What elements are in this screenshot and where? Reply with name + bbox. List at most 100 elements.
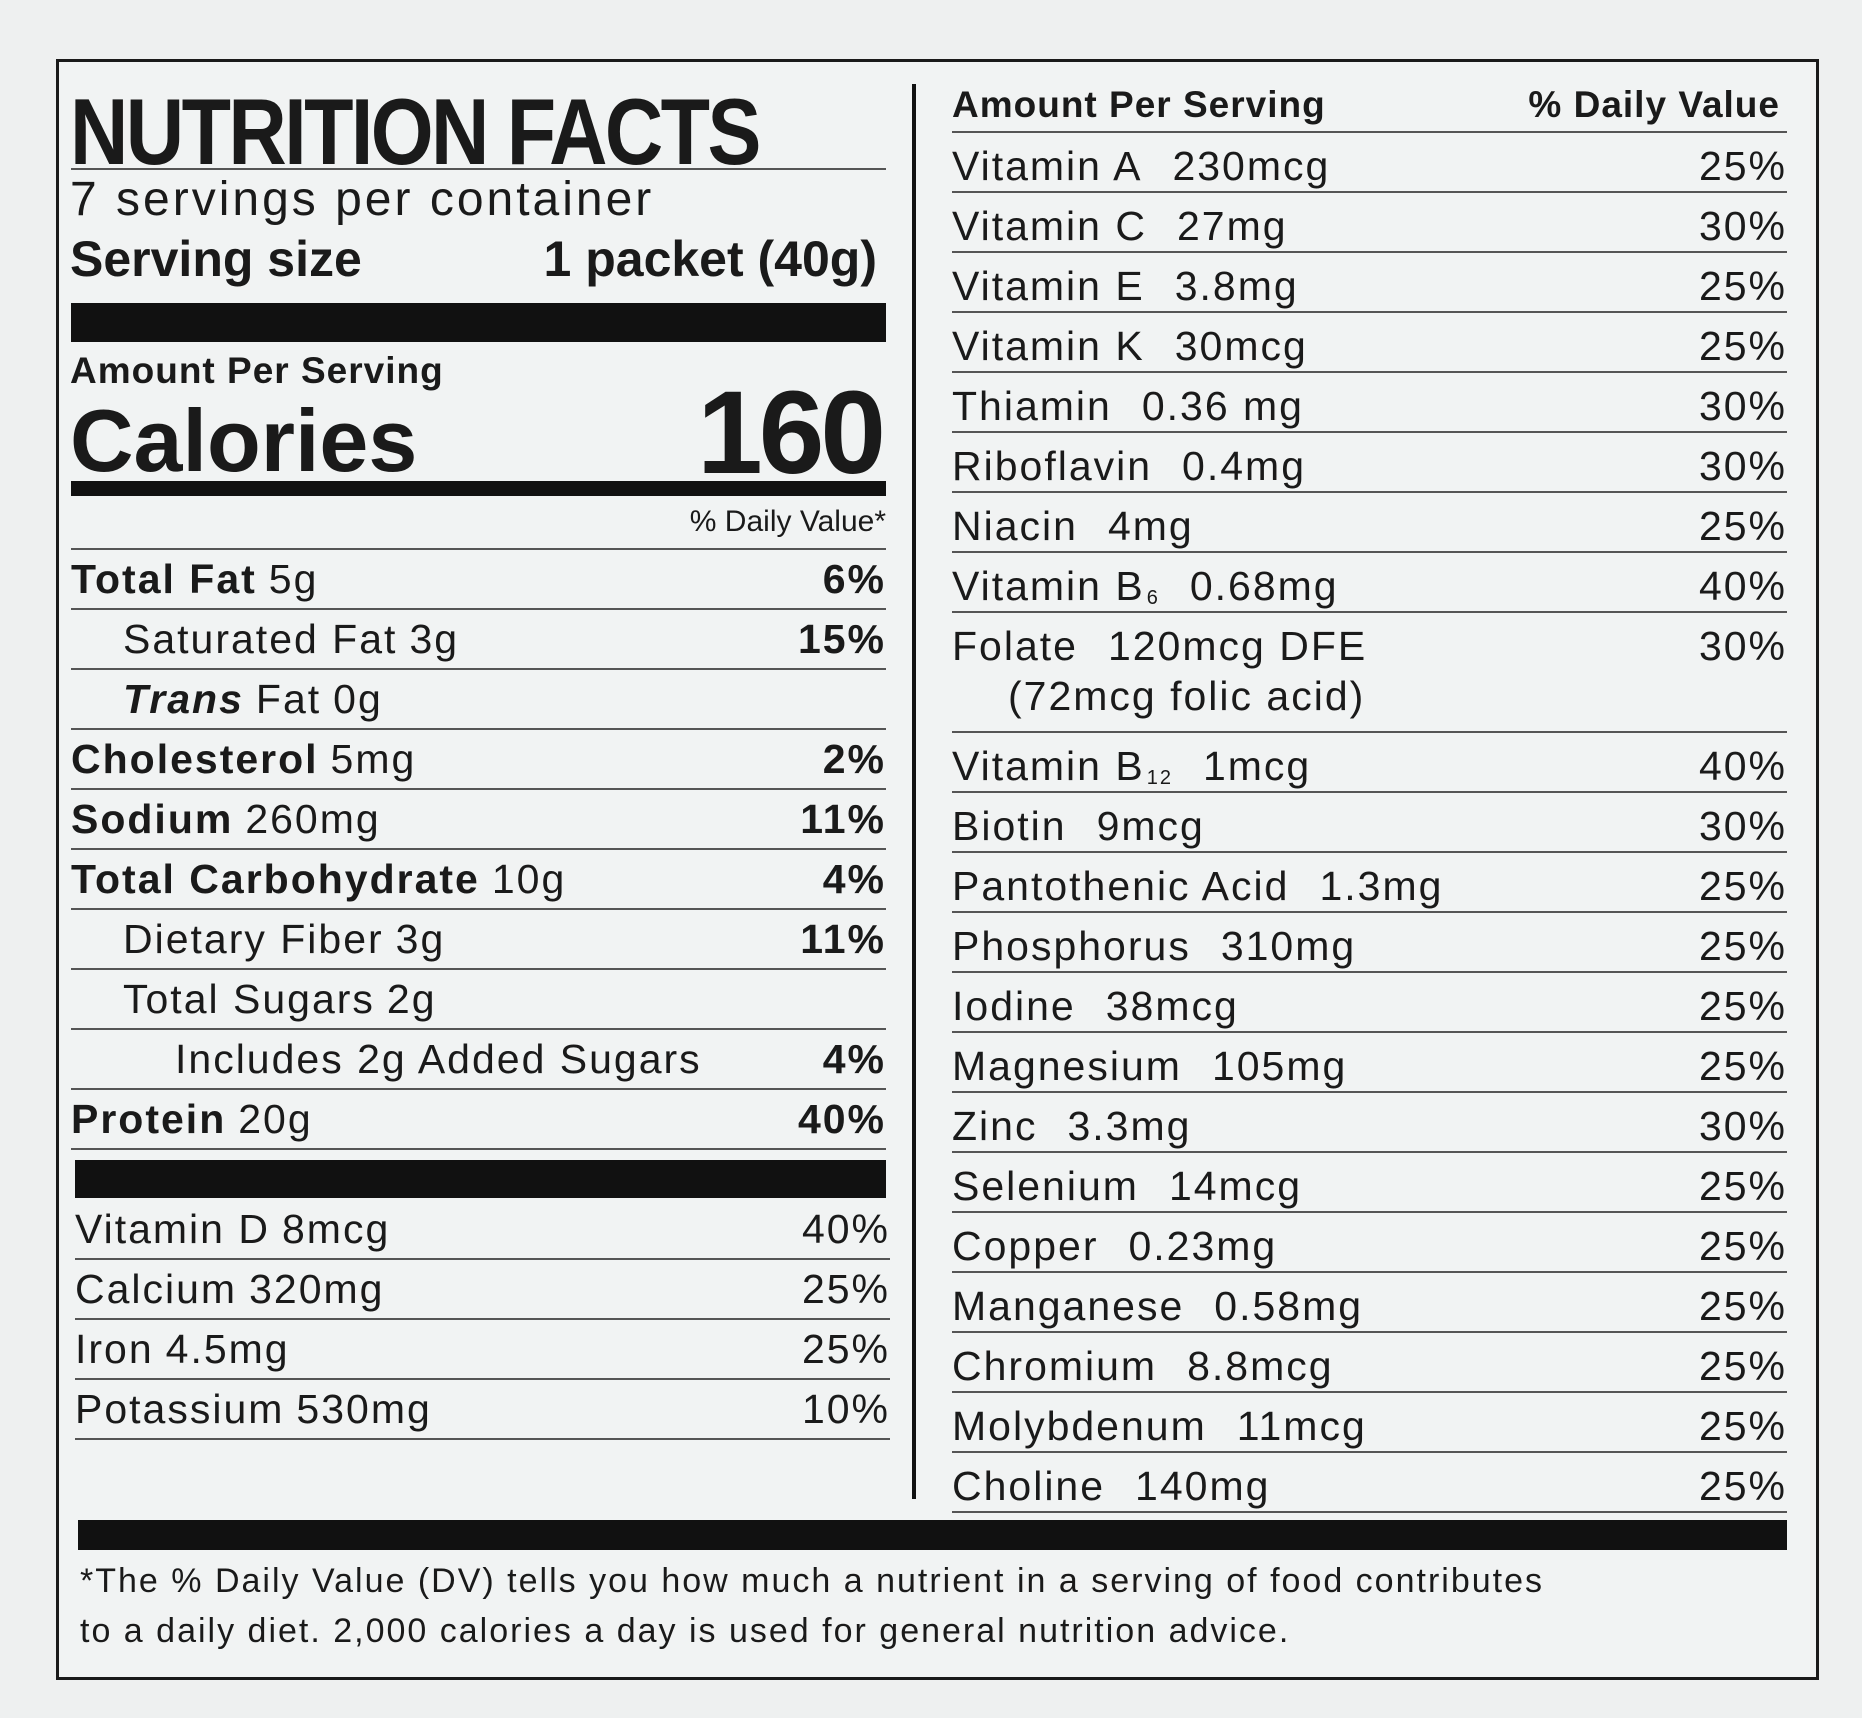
- nutrient-name: Total Carbohydrate: [71, 855, 480, 902]
- vitamin-amount: 0.4mg: [1182, 443, 1306, 489]
- medium-bar: [71, 481, 886, 496]
- vitamin-row: Pantothenic Acid 1.3mg 25%: [952, 853, 1787, 913]
- nutrient-name: Total Fat: [71, 555, 257, 602]
- nutrient-amount: 20g: [238, 1095, 313, 1142]
- daily-value: 25%: [1698, 323, 1787, 369]
- nutrient-name: Includes 2g Added Sugars: [175, 1035, 702, 1082]
- daily-value: 2%: [822, 735, 886, 782]
- vitamin-amount: 230mcg: [1172, 143, 1331, 189]
- vitamin-amount: 1mcg: [1202, 743, 1312, 789]
- vitamin-amount: 30mcg: [1174, 323, 1308, 369]
- daily-value-header: % Daily Value*: [689, 505, 886, 538]
- vitamin-row: Vitamin B 6 0.68mg 40%: [952, 553, 1787, 613]
- nutrient-row: Dietary Fiber 3g 11%: [71, 910, 886, 970]
- vitamin-name: Vitamin E: [952, 263, 1145, 309]
- daily-value: 25%: [1698, 143, 1787, 189]
- daily-value: 30%: [1698, 383, 1787, 429]
- daily-value: 25%: [1698, 1463, 1787, 1509]
- daily-value: 10%: [801, 1385, 890, 1432]
- vitamin-row: Phosphorus 310mg 25%: [952, 913, 1787, 973]
- vitamin-amount: 105mg: [1211, 1043, 1348, 1089]
- daily-value: 25%: [1698, 503, 1787, 549]
- amount-per-serving: Amount Per Serving: [70, 350, 444, 391]
- title: NUTRITION FACTS: [70, 79, 761, 184]
- nutrient-name: Cholesterol: [71, 735, 319, 782]
- vitamin-name: Molybdenum: [952, 1403, 1207, 1449]
- vitamin-name: Copper: [952, 1223, 1099, 1269]
- vitamin-row: Molybdenum 11mcg 25%: [952, 1393, 1787, 1453]
- nutrient-row: Sodium 260mg 11%: [71, 790, 886, 850]
- daily-value: 25%: [1698, 983, 1787, 1029]
- daily-value: 25%: [1698, 1223, 1787, 1269]
- vitamin-amount: 0.58mg: [1214, 1283, 1364, 1329]
- thick-bar: [71, 303, 886, 342]
- footnote: *The % Daily Value (DV) tells you how mu…: [80, 1562, 1544, 1600]
- daily-value: 25%: [801, 1325, 890, 1372]
- nutrient-name: Saturated Fat: [123, 615, 398, 662]
- vitamin-row: Choline 140mg 25%: [952, 1453, 1787, 1513]
- vitamin-row: Vitamin B 12 1mcg 40%: [952, 733, 1787, 793]
- vitamin-row: Iron 4.5mg 25%: [75, 1320, 890, 1380]
- daily-value: 40%: [797, 1095, 886, 1142]
- daily-value: 25%: [1698, 1343, 1787, 1389]
- vitamin-name: Zinc: [952, 1103, 1038, 1149]
- vitamin-name: Biotin: [952, 803, 1067, 849]
- subscript: 12: [1146, 767, 1173, 789]
- vitamin-name: Choline: [952, 1463, 1106, 1509]
- nutrient-row: Total Sugars 2g: [71, 970, 886, 1030]
- vitamin-amount: 3.8mg: [1174, 263, 1299, 309]
- vitamin-name: Vitamin C: [952, 203, 1147, 249]
- nutrient-name: Trans: [123, 675, 244, 722]
- serving-size: 1 packet (40g): [543, 231, 877, 287]
- servings: 7 servings per container: [70, 173, 655, 226]
- nutrient-amount: 10g: [491, 855, 567, 902]
- daily-value: 30%: [1698, 803, 1787, 849]
- daily-value: 4%: [822, 1035, 886, 1082]
- nutrient-name: Sodium: [71, 795, 234, 842]
- vitamin-name: Iodine: [952, 983, 1076, 1029]
- nutrient-name: Protein: [71, 1095, 227, 1142]
- vitamin-row: Zinc 3.3mg 30%: [952, 1093, 1787, 1153]
- vitamin-amount: 0.68mg: [1189, 563, 1339, 609]
- nutrient-row: Protein 20g 40%: [71, 1090, 886, 1150]
- daily-value: 11%: [800, 915, 886, 962]
- nutrient-row: Includes 2g Added Sugars 4%: [71, 1030, 886, 1090]
- vitamin-amount: 140mg: [1135, 1463, 1271, 1509]
- daily-value: 30%: [1698, 623, 1787, 669]
- vitamin-amount: 1.3mg: [1319, 863, 1444, 909]
- nutrient-row: Cholesterol 5mg 2%: [71, 730, 886, 790]
- thick-bar: [75, 1160, 886, 1198]
- daily-value: 6%: [822, 555, 886, 602]
- daily-value: 25%: [1698, 1403, 1787, 1449]
- nutrient-amount: 0g: [333, 675, 383, 722]
- vitamin-amount: 0.36 mg: [1141, 383, 1304, 429]
- vitamin-name: Vitamin K: [952, 323, 1145, 369]
- daily-value: 25%: [1698, 923, 1787, 969]
- vitamin-amount: 310mg: [1220, 923, 1357, 969]
- vitamin-row: Vitamin A 230mcg 25%: [952, 133, 1787, 193]
- daily-value: 25%: [1698, 1043, 1787, 1089]
- vitamin-row: Manganese 0.58mg 25%: [952, 1273, 1787, 1333]
- vitamin-row: Niacin 4mg 25%: [952, 493, 1787, 553]
- daily-value: 40%: [1698, 563, 1787, 609]
- vitamin-amount: 14mcg: [1168, 1163, 1302, 1209]
- daily-value: 25%: [801, 1265, 890, 1312]
- daily-value: 25%: [1698, 263, 1787, 309]
- vitamin-note: (72mcg folic acid): [1008, 673, 1366, 719]
- daily-value: 40%: [1698, 743, 1787, 789]
- nutrient-amount: 260mg: [245, 795, 381, 842]
- subscript: 6: [1146, 587, 1160, 609]
- daily-value: 30%: [1698, 1103, 1787, 1149]
- vitamin-name: Vitamin B 12: [952, 743, 1173, 789]
- vitamin-name: Pantothenic Acid: [952, 863, 1290, 909]
- vitamin-amount: 11mcg: [1236, 1403, 1367, 1449]
- rule: [71, 168, 886, 170]
- vitamin-row: Vitamin E 3.8mg 25%: [952, 253, 1787, 313]
- calories-label: Calories: [70, 391, 418, 490]
- nutrient-amount: 3g: [409, 615, 460, 662]
- vitamin-name: Riboflavin: [952, 443, 1153, 489]
- daily-value: 25%: [1698, 1163, 1787, 1209]
- vitamin-row: Thiamin 0.36 mg 30%: [952, 373, 1787, 433]
